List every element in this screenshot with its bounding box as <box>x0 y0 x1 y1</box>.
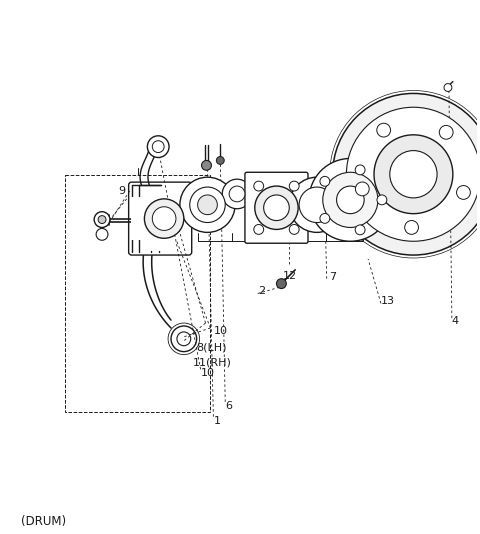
Circle shape <box>390 151 437 198</box>
Text: 10: 10 <box>214 326 228 336</box>
Circle shape <box>216 156 224 164</box>
Circle shape <box>289 177 345 232</box>
Circle shape <box>144 199 184 238</box>
Circle shape <box>222 179 252 209</box>
FancyBboxPatch shape <box>129 182 192 255</box>
Circle shape <box>405 221 419 234</box>
FancyBboxPatch shape <box>245 172 308 243</box>
Circle shape <box>377 123 391 137</box>
Circle shape <box>320 214 330 223</box>
Circle shape <box>152 141 164 153</box>
Circle shape <box>264 195 289 221</box>
Text: 1: 1 <box>214 415 220 426</box>
Text: 13: 13 <box>381 296 395 307</box>
Circle shape <box>299 187 335 223</box>
Circle shape <box>355 182 369 196</box>
Circle shape <box>320 176 330 186</box>
Text: 2: 2 <box>258 286 265 296</box>
Bar <box>65 175 210 412</box>
Circle shape <box>147 136 169 158</box>
Circle shape <box>456 185 470 199</box>
Circle shape <box>190 187 225 223</box>
Text: 11(RH): 11(RH) <box>192 358 231 367</box>
Circle shape <box>439 125 453 139</box>
Circle shape <box>254 224 264 234</box>
Circle shape <box>444 84 452 91</box>
Circle shape <box>96 229 108 240</box>
Circle shape <box>336 186 364 214</box>
Circle shape <box>333 93 480 255</box>
Circle shape <box>180 177 235 232</box>
Circle shape <box>289 224 299 234</box>
Text: 9: 9 <box>118 186 125 196</box>
Circle shape <box>171 326 197 351</box>
Text: 10: 10 <box>201 368 215 378</box>
FancyBboxPatch shape <box>131 197 152 240</box>
Circle shape <box>202 160 211 170</box>
Circle shape <box>377 195 387 205</box>
Circle shape <box>347 107 480 241</box>
Circle shape <box>254 181 264 191</box>
Text: (DRUM): (DRUM) <box>21 515 66 528</box>
Circle shape <box>229 186 245 202</box>
Circle shape <box>374 135 453 214</box>
Circle shape <box>98 216 106 224</box>
Circle shape <box>323 172 378 227</box>
Text: 6: 6 <box>225 401 232 411</box>
Circle shape <box>198 195 217 215</box>
Text: 12: 12 <box>282 271 297 281</box>
Circle shape <box>177 332 191 345</box>
Circle shape <box>276 279 286 288</box>
Text: 7: 7 <box>329 272 336 281</box>
Text: 4: 4 <box>452 316 459 326</box>
Circle shape <box>152 207 176 230</box>
Circle shape <box>355 165 365 175</box>
Circle shape <box>94 211 110 227</box>
Text: 8(LH): 8(LH) <box>197 343 227 353</box>
Circle shape <box>309 159 392 241</box>
Circle shape <box>355 225 365 235</box>
Circle shape <box>255 186 298 230</box>
Circle shape <box>289 181 299 191</box>
